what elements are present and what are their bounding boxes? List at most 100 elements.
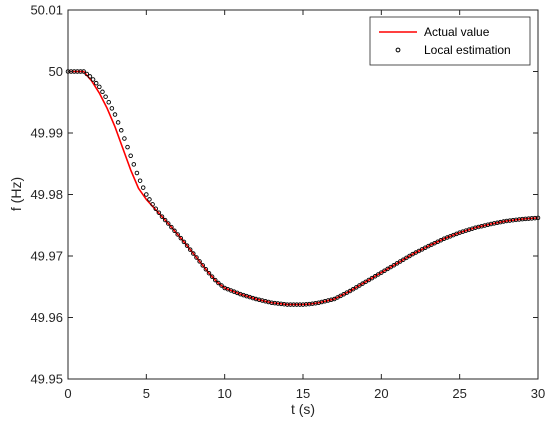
series-point-local-estimation [150,202,155,207]
y-tick-label: 50.01 [30,3,63,18]
x-tick-label: 15 [296,386,310,401]
series-point-local-estimation [100,89,105,95]
series-point-local-estimation [285,302,290,307]
series-point-local-estimation [156,210,162,215]
y-tick-label: 49.97 [30,249,63,264]
series-point-local-estimation [178,235,184,241]
series-point-local-estimation [391,262,397,268]
series-point-local-estimation [347,288,353,294]
series-point-local-estimation [297,302,303,307]
series-point-local-estimation [300,302,306,307]
series-point-local-estimation [394,261,400,266]
series-point-local-estimation [526,216,531,221]
series-point-local-estimation [532,215,538,221]
series-point-local-estimation [175,232,180,237]
series-point-local-estimation [131,162,137,167]
series-point-local-estimation [385,266,390,272]
series-point-local-estimation [78,69,83,74]
series-point-local-estimation [354,285,359,290]
y-tick-label: 49.98 [30,187,63,202]
plot-background [68,10,538,379]
x-tick-label: 20 [374,386,388,401]
series-point-local-estimation [382,268,387,274]
series-line-actual-value [68,70,539,306]
series-point-local-estimation [166,221,171,226]
x-tick-label: 30 [531,386,545,401]
x-tick-label: 5 [143,386,150,401]
series-point-local-estimation [109,106,115,111]
series-layer [65,69,541,307]
series-point-local-estimation [134,170,140,176]
series-point-local-estimation [363,279,368,285]
series-point-local-estimation [147,197,152,202]
x-tick-label: 25 [452,386,466,401]
series-point-local-estimation [119,128,124,133]
series-point-local-estimation [294,302,299,307]
series-point-local-estimation [191,251,196,256]
series-point-local-estimation [379,270,384,275]
series-point-local-estimation [366,277,372,283]
legend-label-actual-value: Actual value [424,25,490,39]
series-point-local-estimation [81,69,86,74]
series-point-local-estimation [125,144,130,150]
series-point-local-estimation [369,275,375,281]
series-point-local-estimation [112,112,118,117]
series-point-local-estimation [357,283,362,288]
series-point-local-estimation [122,136,127,141]
y-tick-label: 50 [49,64,63,79]
x-tick-label: 0 [64,386,71,401]
series-point-local-estimation [216,280,221,286]
y-tick-label: 49.99 [30,126,63,141]
series-point-local-estimation [360,281,365,286]
series-point-local-estimation [288,302,293,307]
series-point-local-estimation [388,264,393,270]
series-point-local-estimation [169,224,174,230]
legend-swatch-local-estimation [395,47,401,53]
series-point-local-estimation [90,77,96,82]
y-tick-label: 49.95 [30,372,63,387]
series-point-local-estimation [162,217,168,223]
series-point-local-estimation [87,74,93,79]
series-point-local-estimation [181,239,187,245]
legend-box [369,16,531,66]
series-point-local-estimation [197,259,202,264]
series-point-local-estimation [75,69,80,74]
series-point-local-estimation [350,286,356,292]
legend-label-local-estimation: Local estimation [424,43,511,57]
y-tick-label: 49.96 [30,310,63,325]
series-point-local-estimation [115,120,121,125]
series-point-local-estimation [140,185,146,190]
series-point-local-estimation [93,80,99,86]
series-point-local-estimation [407,253,412,259]
legend: Actual value Local estimation [369,16,531,66]
series-point-local-estimation [172,228,177,234]
series-point-local-estimation [128,153,133,158]
series-point-local-estimation [375,272,381,277]
series-point-local-estimation [291,302,296,307]
y-axis-label: f (Hz) [8,177,24,211]
series-point-local-estimation [153,206,158,212]
ticks-layer: 0 5 10 15 20 25 30 49.95 49.96 49.97 49.98 49.99 50 5… [30,3,545,402]
series-point-local-estimation [103,94,108,99]
series-point-local-estimation [397,259,403,264]
series-point-local-estimation [213,277,218,283]
series-point-local-estimation [200,263,205,268]
series-point-local-estimation [194,255,199,260]
series-point-local-estimation [84,71,90,77]
series-point-local-estimation [97,84,102,90]
series-point-local-estimation [206,270,212,276]
series-point-local-estimation [187,247,193,252]
series-point-local-estimation [219,283,224,288]
series-point-local-estimation [159,214,165,219]
series-point-local-estimation [523,216,528,222]
series-point-local-estimation [209,274,215,279]
series-point-local-estimation [137,178,143,183]
x-tick-label: 10 [217,386,231,401]
series-point-local-estimation [106,99,111,105]
series-point-local-estimation [372,274,378,279]
series-point-local-estimation [401,257,406,262]
x-axis-label: t (s) [291,401,315,417]
series-point-local-estimation [184,243,190,248]
series-point-local-estimation [404,255,409,261]
